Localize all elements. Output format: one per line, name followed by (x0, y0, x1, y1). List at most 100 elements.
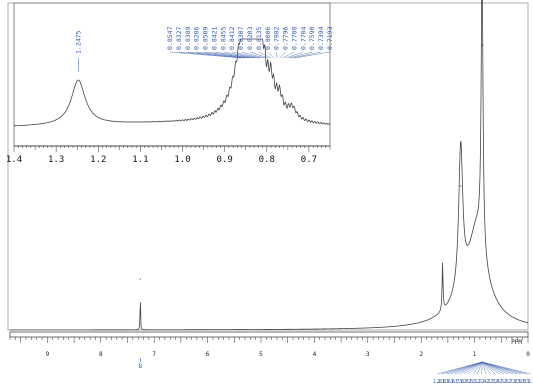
x-tick-label: 6 (206, 351, 210, 358)
fan-peak-label: 2.2 (482, 379, 491, 385)
inset-label-leader (178, 51, 245, 59)
inset-label-leader (187, 51, 248, 59)
fan-peak-label: 1.8 (433, 379, 442, 385)
x-axis-band (9, 331, 529, 338)
x-tick-label: 0 (526, 351, 530, 358)
fan-peak-label: 2.0 (437, 379, 446, 385)
inset-label-leader (214, 51, 257, 59)
fan-peak-label: 2.0 (464, 379, 473, 385)
inset-label-leader (169, 51, 242, 59)
inset-peak-label: 0.7704 (299, 26, 307, 50)
inset-peak-label: 0.7708 (290, 26, 298, 50)
x-tick-label: 1 (473, 351, 477, 358)
inset-peak-label: 0.7590 (308, 26, 316, 50)
inset-tick-label: 0.8 (259, 155, 275, 165)
inset-label-leader (282, 51, 295, 59)
inset-label-leader (291, 51, 322, 59)
x-tick-label: 4 (313, 351, 317, 358)
inset-spectrum: 1.4 1.3 1.2 1.1 1.0 0.9 0.8 0.71.2475 0.8547 0.83… (6, 2, 334, 165)
inset-label-leader (279, 51, 286, 59)
fan-leader (454, 361, 483, 375)
inset-label-leader (241, 51, 266, 59)
inset-peak-label: 0.8203 (246, 26, 254, 50)
fan-peak-label: 2.4 (477, 379, 486, 385)
inset-peak-label: 1.2475 (74, 30, 82, 54)
fan-peak-label: 3.1 (522, 379, 531, 385)
inset-peak-label: 0.8509 (202, 26, 210, 50)
inset-label-leader (285, 51, 304, 59)
inset-label-leader (232, 51, 263, 59)
fan-leader (482, 361, 513, 375)
fan-leader (468, 361, 483, 375)
fan-peak-label: 1.8 (455, 379, 464, 385)
inset-peak-label: 0.7982 (273, 26, 281, 50)
inset-tick-label: 0.7 (301, 155, 317, 165)
fan-leader (450, 361, 483, 375)
inset-label-leader (288, 51, 313, 59)
inset-label-leader (294, 51, 331, 59)
fan-leader (481, 361, 509, 375)
inset-peak-label: 0.8412 (228, 26, 236, 50)
fan-leader (477, 361, 483, 375)
inset-label-leader (249, 51, 269, 59)
peak-point (139, 278, 141, 280)
fan-peak-label: 1.6 (446, 379, 455, 385)
inset-trace (13, 38, 331, 127)
fan-peak-label: 1.6 (442, 379, 451, 385)
fan-leader (481, 361, 491, 375)
inset-peak-label: 0.8421 (210, 26, 218, 50)
inset-peak-label: 0.8006 (264, 26, 272, 50)
fan-peak-label: 3.2 (526, 379, 533, 385)
fan-leader (482, 361, 518, 375)
inset-frame (13, 2, 331, 147)
fan-leader (441, 361, 483, 375)
inset-label-leader (267, 51, 275, 59)
inset-label-leader (258, 51, 272, 59)
inset-peak-label: 0.7193 (326, 26, 334, 50)
inset-tick-label: 1.0 (174, 155, 190, 165)
fan-peak-label: 2.5 (495, 379, 504, 385)
fan-peak-label: 1.9 (459, 379, 468, 385)
inset-tick-label: 0.9 (217, 155, 233, 165)
fan-peak-label: 2.2 (473, 379, 482, 385)
inset-label-leader (196, 51, 251, 59)
spectrum-trace (10, 0, 529, 331)
fan-peak-label: 2.6 (499, 379, 508, 385)
inset-peak-label: 0.7796 (282, 26, 290, 50)
inset-peak-label: 0.8327 (175, 26, 183, 50)
fan-leader (463, 361, 483, 375)
x-tick-label: 8 (99, 351, 103, 358)
peak-point (481, 44, 483, 46)
fan-leader (482, 361, 531, 375)
peak-point (460, 185, 462, 187)
main-spectrum: 9 8 7 6 5 4 3 2 1 0PPM81.82.01.61.61.71.81.92.02.… (7, 0, 533, 385)
x-tick-label: 5 (259, 351, 263, 358)
x-tick-label: 3 (366, 351, 370, 358)
fan-leader (437, 361, 483, 375)
inset-label-leader (223, 51, 260, 59)
inset-tick-label: 1.2 (90, 155, 106, 165)
inset-peak-label: 0.8547 (166, 26, 174, 50)
x-tick-label: 2 (419, 351, 423, 358)
fan-peak-label: 2.9 (513, 379, 522, 385)
x-axis-label: PPM (511, 339, 522, 346)
fan-leader (446, 361, 483, 375)
fan-peak-label: 1.7 (451, 379, 460, 385)
inset-tick-label: 1.1 (132, 155, 148, 165)
inset-tick-label: 1.4 (6, 155, 22, 165)
fan-peak-label: 2.1 (468, 379, 477, 385)
fan-peak-label: 2.4 (491, 379, 500, 385)
inset-peak-label: 0.8389 (184, 26, 192, 50)
fan-peak-label: 3.0 (517, 379, 526, 385)
fan-leader (459, 361, 483, 375)
inset-peak-label: 0.8455 (219, 26, 227, 50)
x-tick-label: 7 (152, 351, 156, 358)
inset-peak-label: 0.7394 (317, 26, 325, 50)
fan-leader (472, 361, 483, 375)
inset-peak-label: 0.8307 (237, 26, 245, 50)
fan-leader (481, 361, 487, 375)
inset-peak-label: 0.8286 (193, 26, 201, 50)
inset-label-leader (205, 51, 254, 59)
fan-peak-label: 2.7 (504, 379, 513, 385)
